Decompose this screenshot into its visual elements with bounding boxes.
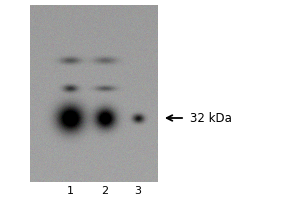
Text: 1: 1 bbox=[67, 186, 73, 196]
Text: 2: 2 bbox=[101, 186, 109, 196]
Text: 3: 3 bbox=[134, 186, 142, 196]
Text: 32 kDa: 32 kDa bbox=[190, 112, 232, 124]
